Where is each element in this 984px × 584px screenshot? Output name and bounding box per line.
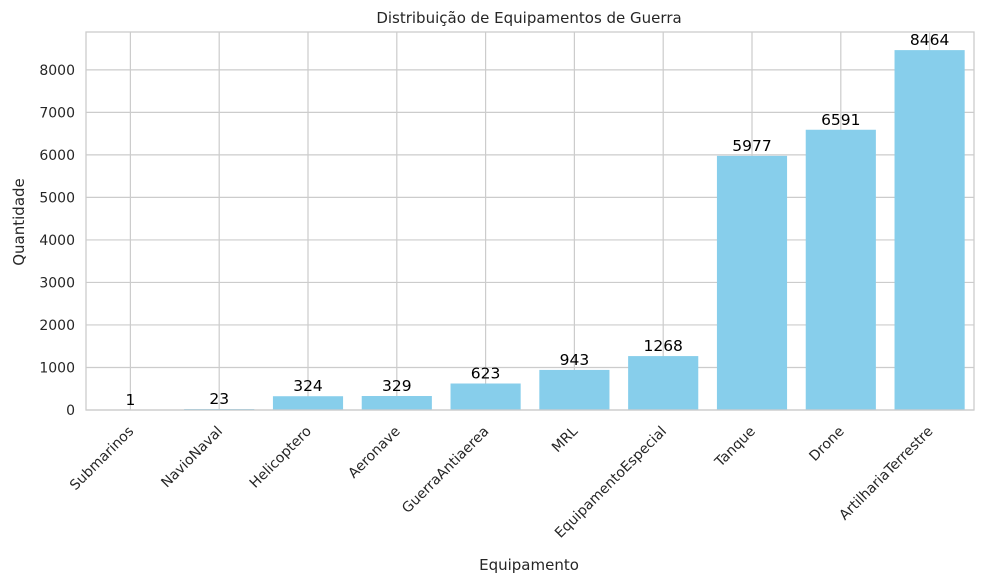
bar: [361, 396, 432, 410]
y-tick-label: 3000: [39, 275, 75, 291]
x-tick-label: NavioNaval: [158, 424, 226, 492]
y-tick-label: 6000: [39, 148, 75, 164]
x-axis-ticks: Submarinos NavioNaval Helicoptero AeronaveG…: [67, 423, 936, 541]
bar: [716, 155, 788, 410]
x-tick-label: Helicoptero: [247, 424, 315, 492]
bar: [539, 369, 610, 410]
data-label: 8464: [910, 31, 949, 49]
data-label: 329: [382, 377, 412, 395]
data-label: 23: [209, 390, 229, 408]
y-tick-label: 5000: [39, 190, 75, 206]
y-tick-label: 0: [66, 403, 75, 419]
bar: [272, 396, 344, 410]
data-label: 943: [560, 351, 590, 369]
bar: [628, 356, 699, 410]
y-tick-label: 2000: [39, 318, 75, 334]
x-tick-label: GuerraAntiaerea: [399, 424, 492, 517]
bar: [894, 50, 965, 411]
y-tick-label: 4000: [39, 233, 75, 249]
bars: [95, 50, 965, 411]
y-tick-label: 1000: [39, 360, 75, 376]
x-tick-label: Tanque: [711, 424, 758, 471]
x-axis-label: Equipamento: [479, 556, 579, 574]
data-label: 623: [471, 365, 501, 383]
data-label: 5977: [732, 137, 771, 155]
data-labels: 1 23 324 329 623 943 1268 5977 6591 8464: [125, 31, 949, 409]
bar: [805, 129, 876, 411]
y-axis-ticks: 0 1000 2000 3000 4000 5000 6000 7000 8000: [39, 63, 75, 419]
data-label: 6591: [821, 111, 860, 129]
x-tick-label: Submarinos: [67, 424, 137, 494]
x-tick-label: Aeronave: [345, 424, 403, 482]
x-tick-label: ArtilhariaTerrestre: [836, 424, 936, 524]
data-label: 324: [293, 377, 323, 395]
y-axis-label: Quantidade: [10, 178, 28, 266]
y-tick-label: 8000: [39, 63, 75, 79]
data-label: 1: [125, 391, 135, 409]
y-tick-label: 7000: [39, 105, 75, 121]
x-tick-label: Drone: [806, 424, 847, 465]
bar: [450, 383, 521, 410]
data-label: 1268: [643, 337, 682, 355]
chart-title: Distribuição de Equipamentos de Guerra: [376, 9, 681, 27]
x-tick-label: MRL: [549, 423, 581, 455]
plot-frame: [85, 31, 975, 411]
